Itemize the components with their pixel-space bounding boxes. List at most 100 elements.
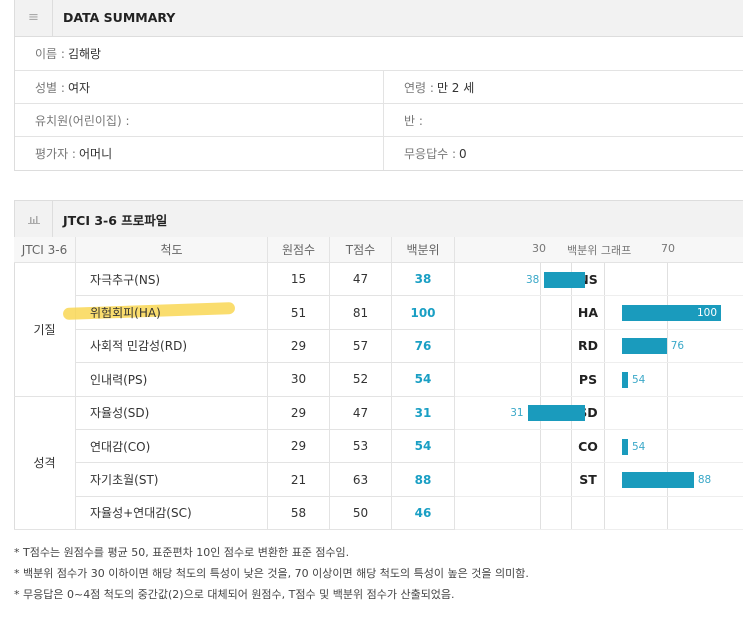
t-score: 53 [330, 430, 392, 464]
graph-header-title: 백분위 그래프 [567, 244, 632, 257]
class-label: 반 : [404, 113, 423, 128]
graph-code-co: CO [578, 438, 598, 454]
percentile-graph: NS 38 HA 100 RD 76 PS 54 SD 31 CO 54 ST 88 [455, 263, 743, 531]
age-label: 연령 : [404, 80, 434, 95]
scale-name: 인내력(PS) [90, 372, 148, 387]
footnote: * T점수는 원점수를 평균 50, 표준편차 10인 점수로 변환한 표준 점… [14, 546, 350, 559]
scale-name: 자율성+연대감(SC) [90, 506, 192, 521]
bar-ns [544, 271, 585, 288]
t-score: 63 [330, 463, 392, 497]
data-summary-header: ≡ DATA SUMMARY [15, 0, 743, 37]
footnote: * 무응답은 0~4점 척도의 중간값(2)으로 대체되어 원점수, T점수 및… [14, 588, 455, 601]
percentile: 31 [392, 396, 455, 430]
raw-score: 58 [268, 496, 330, 531]
group-label: 기질 [14, 263, 76, 397]
raw-score: 29 [268, 329, 330, 364]
profile-table: JTCI 3-6 척도 원점수 T점수 백분위 30 백분위 그래프 70 기질 성격 NS 38 HA… [14, 237, 743, 531]
t-score: 57 [330, 329, 392, 364]
bar-ps [622, 371, 628, 388]
scale-name: 연대감(CO) [90, 439, 151, 454]
graph-header-right-tick: 70 [661, 242, 675, 255]
scale-cell: 자극추구(NS) [76, 263, 268, 297]
gender-label: 성별 : [35, 80, 65, 95]
name-label: 이름 : [35, 47, 65, 61]
bar-label-ps: 54 [632, 373, 646, 386]
profile-header: JTCI 3-6 프로파일 [15, 201, 743, 238]
scale-cell: 자기초월(ST) [76, 463, 268, 497]
scale-name: 사회적 민감성(RD) [90, 339, 187, 354]
scale-cell: 자율성(SD) [76, 396, 268, 430]
rater-value: 어머니 [78, 147, 113, 161]
graph-header: 30 백분위 그래프 70 [455, 237, 743, 263]
row-divider [455, 462, 743, 464]
data-summary-title: DATA SUMMARY [63, 10, 176, 25]
scale-cell: 인내력(PS) [76, 363, 268, 397]
scale-cell: 자율성+연대감(SC) [76, 496, 268, 531]
bar-st [622, 471, 694, 488]
bar-label-rd: 76 [670, 340, 685, 353]
raw-score: 15 [268, 263, 330, 297]
bar-ha [622, 304, 721, 321]
t-score: 47 [330, 396, 392, 430]
raw-score: 29 [268, 396, 330, 430]
bar-label-st: 88 [697, 473, 712, 486]
rater-label: 평가자 : [35, 147, 76, 161]
scale-name: 자율성(SD) [90, 406, 150, 421]
menu-icon: ≡ [15, 0, 53, 36]
percentile: 46 [392, 496, 455, 531]
row-divider [455, 495, 743, 497]
graph-code-ha: HA [577, 304, 599, 320]
graph-header-left-tick: 30 [532, 242, 546, 255]
row-divider [455, 395, 743, 397]
noresp-label: 무응답수 : [404, 147, 457, 161]
bar-chart-icon [15, 201, 53, 237]
graph-code-ps: PS [578, 371, 598, 387]
percentile: 88 [392, 463, 455, 497]
t-score: 47 [330, 263, 392, 297]
bar-label-co: 54 [632, 440, 646, 453]
raw-score: 29 [268, 430, 330, 464]
t-score: 52 [330, 363, 392, 397]
noresp-value: 0 [459, 146, 467, 161]
bar-rd [622, 338, 667, 355]
raw-score: 21 [268, 463, 330, 497]
row-divider [455, 429, 743, 430]
percentile: 38 [392, 263, 455, 297]
row-divider [455, 328, 743, 330]
row-divider [455, 529, 743, 531]
bar-label-sd: 31 [510, 407, 524, 420]
column-header: 원점수 [268, 237, 330, 263]
row-divider [455, 362, 743, 364]
gender-value: 여자 [67, 80, 91, 95]
graph-code-rd: RD [577, 338, 598, 354]
bar-label-ha: 100 [697, 306, 718, 319]
bar-co [622, 438, 628, 455]
profile-panel: JTCI 3-6 프로파일 JTCI 3-6 척도 원점수 T점수 백분위 30 백분위 그… [14, 200, 743, 531]
scale-name: 자기초월(ST) [90, 473, 159, 488]
summary-row-school-class: 유치원(어린이집) : 반 : [15, 104, 743, 137]
raw-score: 30 [268, 363, 330, 397]
summary-row-rater-noresp: 평가자 : 어머니 무응답수 :0 [15, 137, 743, 170]
group-label: 성격 [14, 396, 76, 531]
raw-score: 51 [268, 296, 330, 330]
summary-row-name: 이름 : 김해랑 [15, 37, 743, 71]
age-value: 만 2 세 [436, 80, 475, 95]
percentile: 54 [392, 363, 455, 397]
column-header: T점수 [330, 237, 392, 263]
percentile: 100 [392, 296, 455, 330]
column-header: 백분위 [392, 237, 455, 263]
row-divider [455, 295, 743, 297]
column-header: JTCI 3-6 [14, 237, 76, 263]
scale-name: 자극추구(NS) [90, 272, 161, 287]
scale-name: 위험회피(HA) [90, 306, 161, 321]
graph-code-st: ST [579, 471, 597, 487]
scale-cell: 사회적 민감성(RD) [76, 329, 268, 364]
name-value: 김해랑 [67, 47, 102, 61]
footnote: * 백분위 점수가 30 이하이면 해당 척도의 특성이 낮은 것을, 70 이… [14, 567, 529, 580]
t-score: 81 [330, 296, 392, 330]
school-label: 유치원(어린이집) : [35, 113, 130, 128]
bar-label-ns: 38 [526, 273, 540, 286]
percentile: 54 [392, 430, 455, 464]
scale-cell: 위험회피(HA) [62, 296, 268, 330]
profile-title: JTCI 3-6 프로파일 [63, 212, 168, 228]
